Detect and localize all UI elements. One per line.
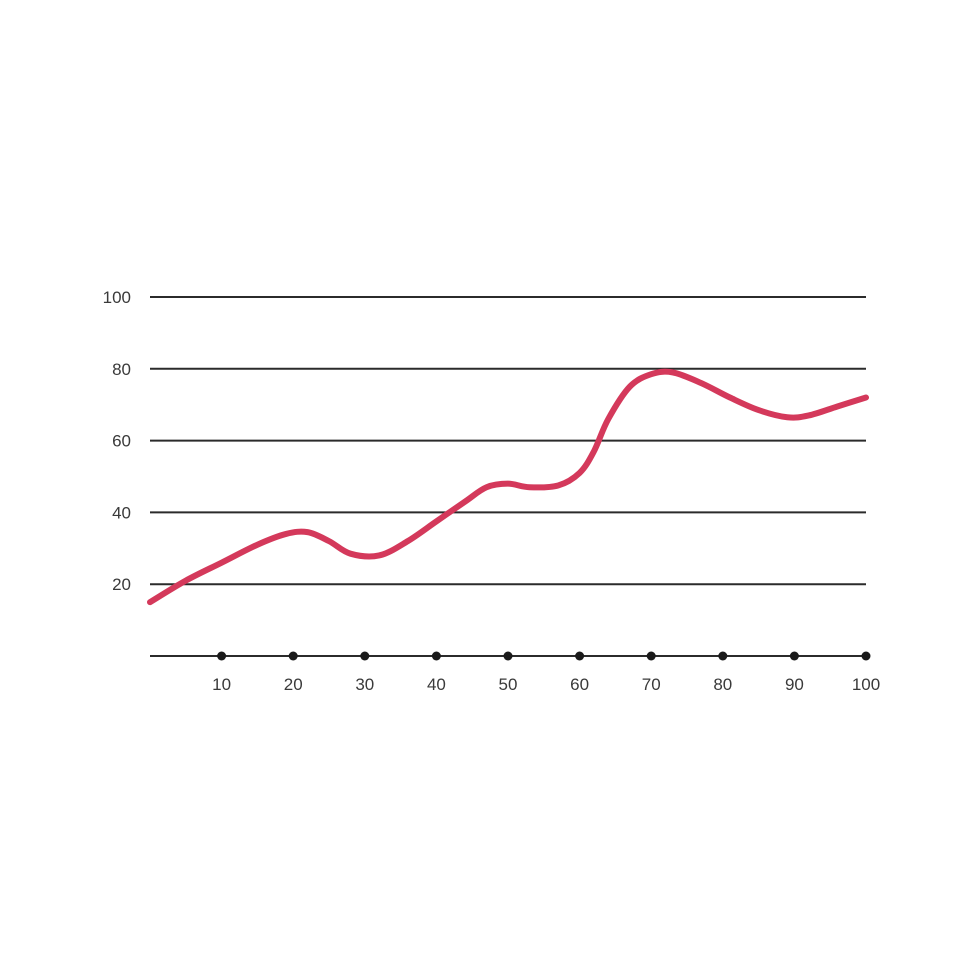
x-tick-label-90: 90 xyxy=(785,675,804,694)
x-tick-dot-50 xyxy=(503,651,513,661)
x-tick-dot-60 xyxy=(575,651,585,661)
x-tick-label-70: 70 xyxy=(642,675,661,694)
x-axis-tick-dots xyxy=(217,651,871,661)
x-tick-dot-20 xyxy=(288,651,298,661)
x-tick-dot-10 xyxy=(217,651,227,661)
data-series xyxy=(147,368,869,606)
y-tick-label-60: 60 xyxy=(112,432,131,451)
x-tick-dot-80 xyxy=(718,651,728,661)
y-tick-label-20: 20 xyxy=(112,575,131,594)
y-axis-tick-labels: 20 40 60 80 100 xyxy=(103,288,131,594)
y-tick-label-40: 40 xyxy=(112,503,131,522)
x-tick-label-100: 100 xyxy=(852,675,880,694)
y-tick-label-100: 100 xyxy=(103,288,131,307)
x-axis-tick-labels: 10 20 30 40 50 60 70 80 90 100 xyxy=(212,675,880,694)
x-tick-label-60: 60 xyxy=(570,675,589,694)
x-tick-label-30: 30 xyxy=(355,675,374,694)
x-tick-label-50: 50 xyxy=(499,675,518,694)
horizontal-gridlines xyxy=(150,296,866,586)
x-tick-dot-90 xyxy=(789,651,799,661)
x-tick-label-40: 40 xyxy=(427,675,446,694)
x-tick-label-80: 80 xyxy=(713,675,732,694)
x-tick-dot-100 xyxy=(861,651,871,661)
series-line-0 xyxy=(147,368,869,606)
x-tick-dot-40 xyxy=(431,651,441,661)
x-tick-label-10: 10 xyxy=(212,675,231,694)
x-tick-dot-70 xyxy=(646,651,656,661)
x-tick-label-20: 20 xyxy=(284,675,303,694)
x-tick-dot-30 xyxy=(360,651,370,661)
y-tick-label-80: 80 xyxy=(112,360,131,379)
